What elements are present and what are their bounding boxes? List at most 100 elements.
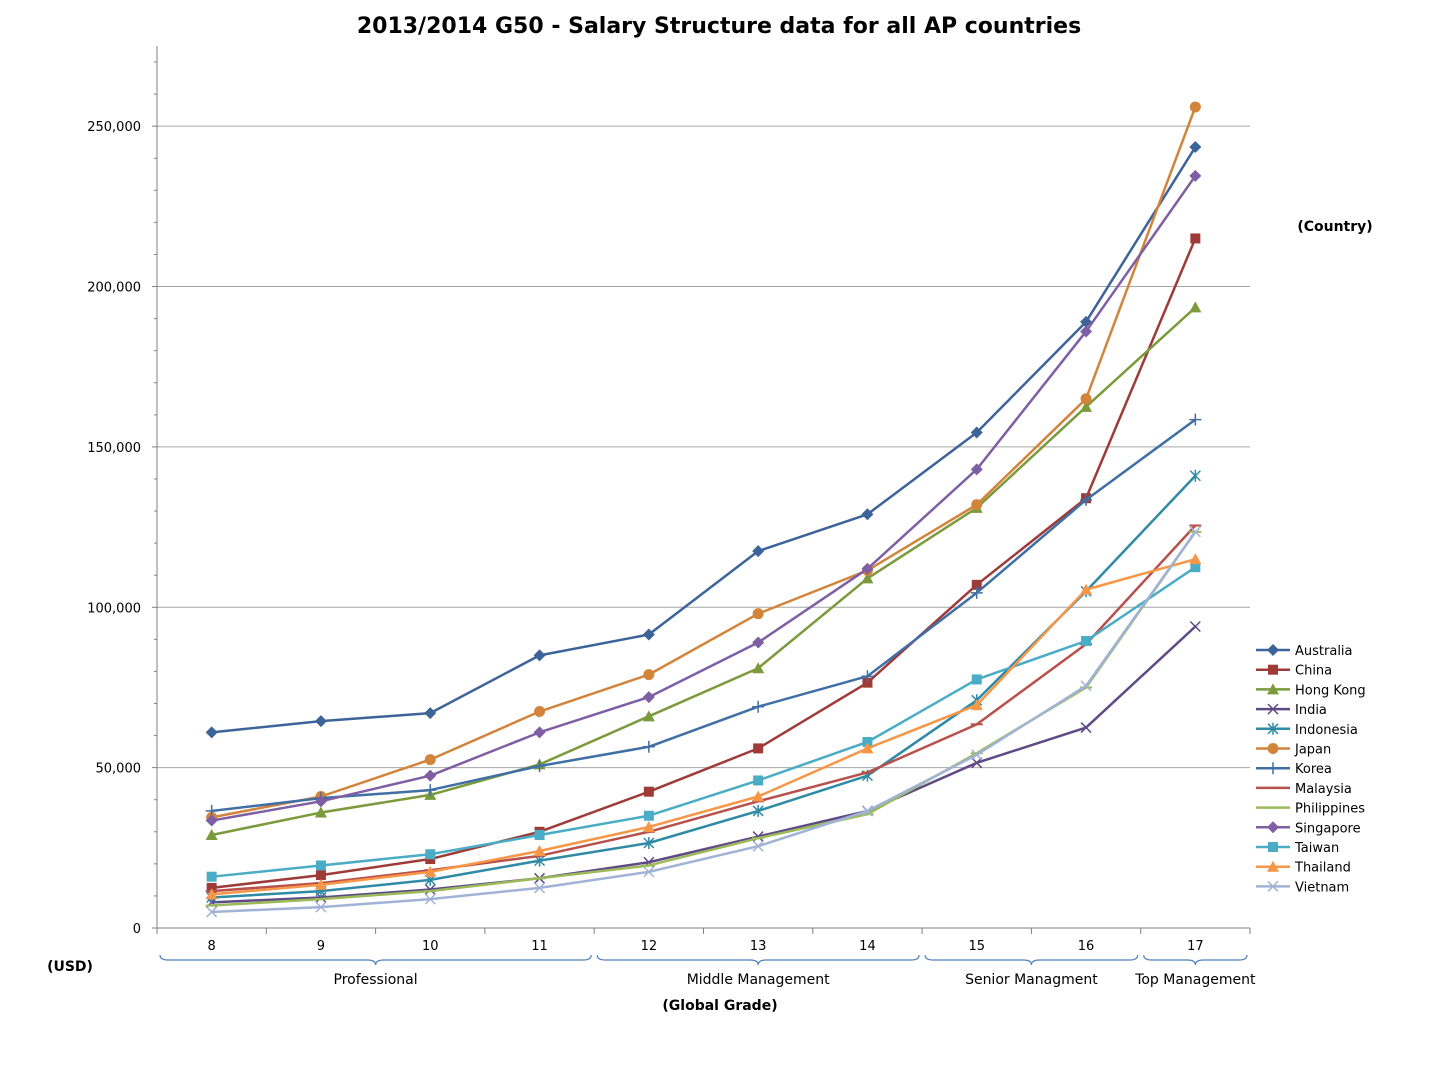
marker-square <box>643 810 654 821</box>
y-tick-label: 250,000 <box>87 120 141 135</box>
x-tick-labels: 8 9 10 11 12 13 14 15 16 17 <box>208 939 1204 954</box>
marker-diamond <box>205 814 218 827</box>
legend-label: Japan <box>1294 743 1331 758</box>
series-thailand <box>205 553 1202 900</box>
series-line <box>211 237 1197 890</box>
series-line <box>211 418 1197 813</box>
marker-triangle <box>752 790 765 802</box>
marker-triangle <box>1267 683 1279 695</box>
x-tick-label: 11 <box>531 939 548 954</box>
x-tick-label: 13 <box>750 939 767 954</box>
marker-square <box>206 882 217 893</box>
marker-diamond <box>1189 169 1202 182</box>
marker-square <box>315 860 326 871</box>
marker-diamond <box>424 769 437 782</box>
group-label: Senior Managment <box>965 972 1098 988</box>
series-lines <box>205 101 1202 918</box>
marker-triangle <box>861 742 874 754</box>
marker-triangle <box>1267 860 1279 872</box>
marker-plus <box>1189 413 1202 426</box>
marker-triangle <box>752 662 765 674</box>
marker-diamond <box>970 463 983 476</box>
y-tick-label: 50,000 <box>96 762 142 777</box>
marker-triangle <box>205 828 218 840</box>
marker-triangle <box>861 572 874 584</box>
marker-square <box>1268 664 1278 675</box>
marker-x <box>752 840 764 852</box>
group-bracket <box>924 954 1139 966</box>
marker-diamond <box>642 628 655 641</box>
x-axis-label: (Global Grade) <box>662 998 777 1014</box>
marker-diamond <box>642 691 655 704</box>
x-tick-label: 8 <box>208 939 216 954</box>
y-tick-labels: 0 50,000 100,000 150,000 200,000 250,000 <box>87 120 141 937</box>
marker-square <box>425 849 436 860</box>
marker-diamond <box>1080 325 1093 338</box>
marker-diamond <box>424 707 437 720</box>
marker-triangle <box>314 878 327 890</box>
marker-square <box>862 677 873 688</box>
series-hong-kong <box>205 301 1202 840</box>
marker-diamond <box>1189 141 1202 154</box>
legend: Australia China Hong Kong India Indonesia Jap… <box>1256 644 1366 895</box>
marker-diamond <box>314 715 327 728</box>
legend-item-taiwan: Taiwan <box>1256 841 1339 856</box>
series-korea <box>205 413 1202 817</box>
marker-square <box>753 775 764 786</box>
marker-square <box>971 674 982 685</box>
marker-square <box>1268 842 1278 852</box>
marker-x <box>971 749 983 761</box>
x-tick-label: 14 <box>859 939 876 954</box>
marker-square <box>534 829 545 840</box>
marker-plus <box>861 670 874 683</box>
chart-title: 2013/2014 G50 - Salary Structure data fo… <box>357 14 1081 39</box>
marker-triangle <box>205 888 218 900</box>
series-line <box>211 531 1197 914</box>
x-tick-label: 17 <box>1187 939 1204 954</box>
marker-triangle <box>642 710 655 722</box>
marker-plus <box>752 700 765 713</box>
grade-group-brackets: Professional Middle Management Senior Mana… <box>159 954 1256 988</box>
x-tick-label: 15 <box>968 939 985 954</box>
marker-plus <box>1267 762 1279 775</box>
series-taiwan <box>206 562 1201 882</box>
legend-item-singapore: Singapore <box>1256 821 1361 836</box>
legend-item-malaysia: Malaysia <box>1256 782 1352 797</box>
marker-circle <box>1189 101 1201 113</box>
x-tick-label: 12 <box>641 939 658 954</box>
marker-diamond <box>752 636 765 649</box>
legend-item-hong-kong: Hong Kong <box>1256 683 1366 698</box>
legend-label: Indonesia <box>1295 723 1358 738</box>
series-indonesia <box>206 469 1201 904</box>
marker-triangle <box>1080 583 1093 595</box>
marker-asterisk <box>752 804 764 817</box>
series-japan <box>206 101 1201 823</box>
marker-diamond <box>533 726 546 739</box>
marker-triangle <box>1189 553 1202 565</box>
marker-triangle <box>1080 400 1093 412</box>
legend-item-philippines: Philippines <box>1256 802 1365 817</box>
marker-triangle <box>314 806 327 818</box>
y-tick-label: 0 <box>133 922 141 937</box>
y-tick-label: 200,000 <box>87 281 141 296</box>
marker-circle <box>534 706 546 718</box>
y-axis-label: (USD) <box>47 959 93 975</box>
marker-circle <box>643 669 655 681</box>
marker-triangle <box>424 865 437 877</box>
marker-plus <box>642 740 655 753</box>
marker-square <box>971 579 982 590</box>
marker-x <box>424 883 436 896</box>
marker-plus <box>1080 493 1093 506</box>
marker-x <box>1080 722 1092 734</box>
marker-square <box>753 743 764 754</box>
legend-label: India <box>1295 703 1327 718</box>
marker-triangle <box>642 820 655 832</box>
legend-label: Thailand <box>1294 861 1351 876</box>
legend-item-indonesia: Indonesia <box>1256 723 1358 738</box>
series-line <box>211 557 1196 896</box>
series-line <box>211 146 1197 734</box>
marker-plus <box>533 760 546 773</box>
marker-x <box>971 757 983 769</box>
marker-square <box>315 870 326 881</box>
group-bracket <box>596 954 920 966</box>
